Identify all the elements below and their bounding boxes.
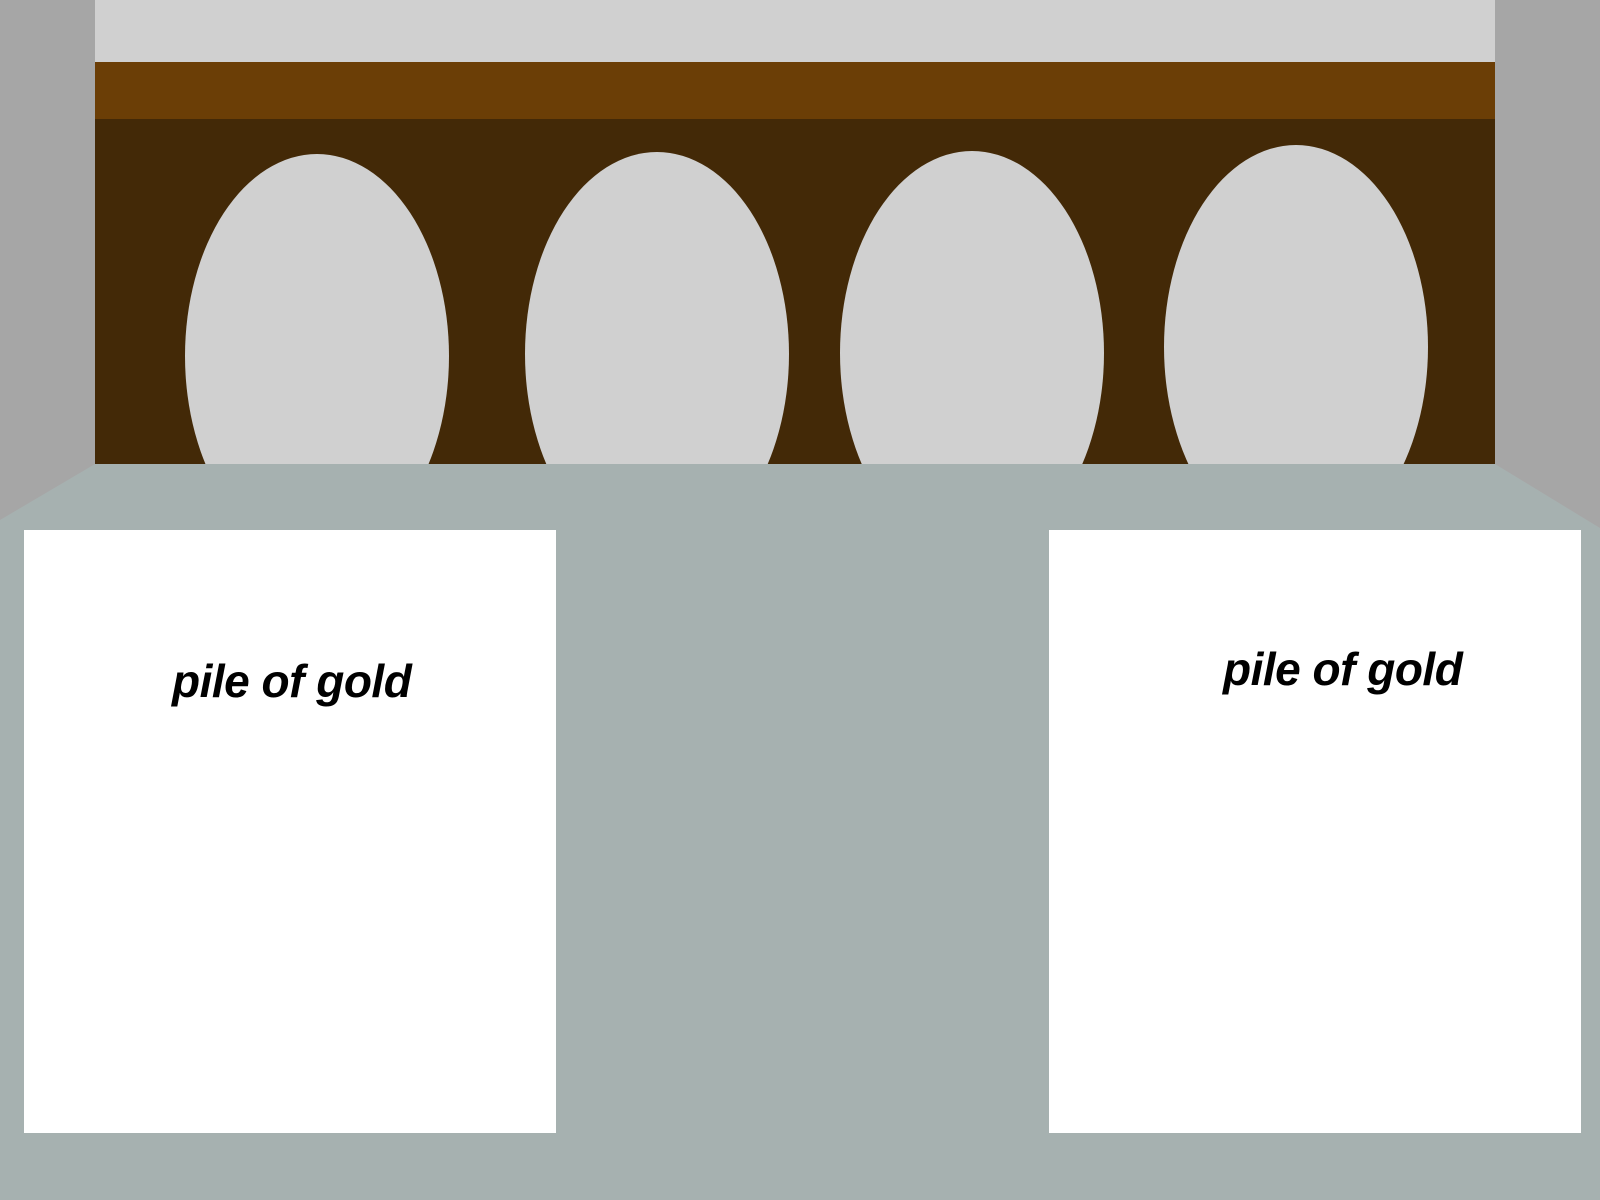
wooden-beam <box>95 62 1495 119</box>
item-pile-of-gold-left[interactable]: pile of gold <box>24 530 556 1133</box>
item-pile-of-gold-right[interactable]: pile of gold <box>1049 530 1581 1133</box>
left-side-wall <box>0 0 95 540</box>
arch-window-1 <box>185 154 449 464</box>
arch-window-4 <box>1164 145 1428 464</box>
item-label: pile of gold <box>1223 643 1463 695</box>
back-wall <box>95 119 1495 464</box>
right-side-wall <box>1495 0 1600 540</box>
ceiling <box>95 0 1495 62</box>
arch-window-2 <box>525 152 789 464</box>
item-label: pile of gold <box>172 655 412 707</box>
arch-window-3 <box>840 151 1104 464</box>
